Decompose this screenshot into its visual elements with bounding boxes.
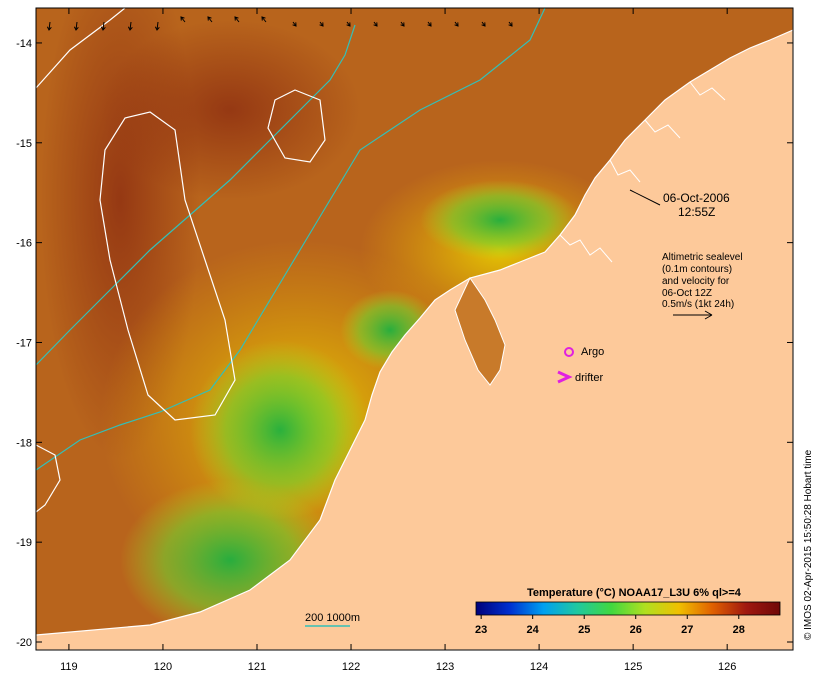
sealevel-contour-2 — [267, 89, 326, 163]
velocity-vector-head — [481, 22, 486, 27]
colorbar-tick-label: 27 — [681, 624, 693, 636]
isobath-1000m — [36, 24, 356, 366]
y-tick-label: -19 — [16, 537, 32, 549]
velocity-vector-head — [292, 22, 297, 27]
velocity-vector — [261, 16, 267, 23]
velocity-vector — [207, 16, 213, 23]
reference-vector-head — [704, 310, 713, 320]
date-label: 06-Oct-2006 — [663, 191, 730, 205]
warm-band-north — [100, 20, 360, 200]
velocity-vector — [234, 16, 240, 23]
velocity-vector-head — [46, 26, 52, 31]
drifter-marker — [557, 370, 573, 384]
velocity-vector-head — [180, 16, 185, 21]
velocity-vector — [102, 21, 105, 31]
velocity-vector-head — [319, 22, 324, 27]
colorbar-ticks: 23 24 25 26 27 28 — [475, 615, 745, 636]
credit-text: © IMOS 02-Apr-2015 15:50:28 Hobart time — [803, 449, 814, 640]
colorbar-bar — [475, 601, 781, 616]
y-tick-label: -18 — [16, 437, 32, 449]
bathymetry-legend-label: 200 1000m — [305, 612, 360, 624]
king-sound — [454, 276, 506, 386]
x-tick-label: 124 — [530, 661, 548, 673]
sealevel-contour-4 — [36, 444, 61, 513]
velocity-vector-head — [234, 16, 239, 21]
isobath-200m — [36, 8, 546, 471]
colorbar: Temperature (°C) NOAA17_L3U 6% ql>=4 23 2… — [475, 587, 781, 636]
colorbar-tick-label: 24 — [527, 624, 540, 636]
velocity-vector-head — [127, 26, 133, 31]
y-tick-label: -14 — [16, 38, 32, 50]
velocity-vector — [75, 21, 78, 31]
y-tick-label: -20 — [16, 637, 32, 649]
altimetry-line-4: 06-Oct 12Z — [662, 288, 712, 299]
argo-marker — [564, 347, 574, 357]
velocity-vector — [48, 21, 51, 31]
velocity-vector-head — [261, 16, 266, 21]
colorbar-title: Temperature (°C) NOAA17_L3U 6% ql>=4 — [527, 587, 742, 599]
velocity-vector-head — [207, 16, 212, 21]
velocity-vector — [180, 16, 186, 23]
altimetry-info: Altimetric sealevel (0.1m contours) and … — [662, 252, 743, 310]
velocity-vector-head — [73, 26, 79, 31]
colorbar-tick-label: 25 — [578, 624, 590, 636]
altimetry-line-3: and velocity for — [662, 276, 730, 287]
drifter-label: drifter — [575, 372, 603, 384]
sealevel-contour-1 — [99, 111, 236, 421]
map-axes: 119 120 121 122 123 124 125 126 -14 -15 -16 -17 -18 -… — [16, 8, 793, 673]
altimetry-line-2: (0.1m contours) — [662, 264, 732, 275]
x-tick-label: 126 — [718, 661, 736, 673]
coast-islands — [559, 81, 726, 263]
cool-water-north-shelf — [420, 180, 580, 260]
colorbar-tick-label: 23 — [475, 624, 487, 636]
velocity-vector-head — [346, 22, 351, 27]
x-tick-label: 121 — [248, 661, 266, 673]
x-tick-label: 122 — [342, 661, 360, 673]
velocity-vector-head — [154, 26, 160, 31]
velocity-vector-head — [454, 22, 459, 27]
date-leader-line — [629, 189, 661, 206]
velocity-vector — [156, 21, 159, 31]
cool-water-mid — [190, 340, 370, 520]
x-tick-label: 119 — [60, 661, 78, 673]
y-tick-label: -15 — [16, 138, 32, 150]
argo-label: Argo — [581, 346, 604, 358]
velocity-vector-head — [100, 26, 106, 31]
velocity-vector-head — [508, 22, 513, 27]
map-frame — [35, 7, 794, 651]
y-tick-label: -16 — [16, 238, 32, 250]
sealevel-contour-3 — [36, 8, 126, 89]
velocity-vector-head — [400, 22, 405, 27]
sst-map — [36, 8, 793, 650]
velocity-vector-head — [427, 22, 432, 27]
altimetry-line-1: Altimetric sealevel — [662, 252, 743, 263]
colorbar-tick-label: 26 — [630, 624, 642, 636]
colorbar-tick-label: 28 — [733, 624, 745, 636]
velocity-vectors — [46, 16, 513, 31]
land-mass — [36, 8, 793, 650]
y-tick-label: -17 — [16, 337, 32, 349]
x-tick-label: 125 — [624, 661, 642, 673]
velocity-vector-head — [373, 22, 378, 27]
velocity-vector — [129, 21, 132, 31]
x-tick-label: 123 — [436, 661, 454, 673]
time-label: 12:55Z — [678, 205, 715, 219]
altimetry-line-5: 0.5m/s (1kt 24h) — [662, 299, 734, 310]
x-tick-label: 120 — [154, 661, 172, 673]
